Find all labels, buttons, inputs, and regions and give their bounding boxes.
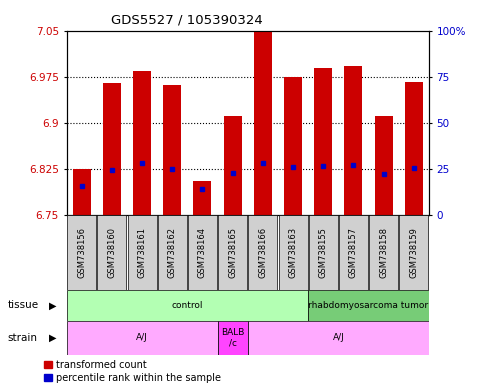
Bar: [375, 116, 392, 215]
Text: strain: strain: [7, 333, 37, 343]
FancyBboxPatch shape: [399, 215, 428, 290]
Text: GSM738156: GSM738156: [77, 227, 86, 278]
Text: tissue: tissue: [7, 300, 38, 310]
Bar: [254, 32, 272, 215]
Text: GSM738165: GSM738165: [228, 227, 237, 278]
FancyBboxPatch shape: [67, 321, 217, 355]
Text: control: control: [172, 301, 203, 310]
Text: GSM738166: GSM738166: [258, 227, 267, 278]
FancyBboxPatch shape: [218, 215, 247, 290]
Bar: [72, 169, 91, 215]
Text: GSM738163: GSM738163: [288, 227, 298, 278]
Text: rhabdomyosarcoma tumor: rhabdomyosarcoma tumor: [309, 301, 428, 310]
FancyBboxPatch shape: [308, 290, 429, 321]
FancyBboxPatch shape: [369, 215, 398, 290]
Text: ▶: ▶: [49, 300, 57, 310]
Bar: [163, 85, 181, 215]
FancyBboxPatch shape: [339, 215, 368, 290]
FancyBboxPatch shape: [97, 215, 126, 290]
Text: GSM738164: GSM738164: [198, 227, 207, 278]
Bar: [344, 66, 362, 215]
FancyBboxPatch shape: [158, 215, 187, 290]
Bar: [405, 82, 423, 215]
Text: ▶: ▶: [49, 333, 57, 343]
Text: A/J: A/J: [136, 333, 148, 343]
FancyBboxPatch shape: [279, 215, 308, 290]
Text: A/J: A/J: [332, 333, 344, 343]
Bar: [284, 77, 302, 215]
Text: GSM738155: GSM738155: [318, 227, 328, 278]
Bar: [103, 83, 121, 215]
Text: GSM738160: GSM738160: [107, 227, 116, 278]
Text: GSM738159: GSM738159: [409, 227, 419, 278]
Bar: [133, 71, 151, 215]
Text: GSM738162: GSM738162: [168, 227, 177, 278]
Text: GDS5527 / 105390324: GDS5527 / 105390324: [111, 13, 263, 26]
Text: GSM738161: GSM738161: [138, 227, 146, 278]
Bar: [314, 68, 332, 215]
Text: BALB
/c: BALB /c: [221, 328, 245, 348]
FancyBboxPatch shape: [67, 215, 96, 290]
FancyBboxPatch shape: [217, 321, 248, 355]
FancyBboxPatch shape: [67, 290, 308, 321]
FancyBboxPatch shape: [248, 215, 278, 290]
Text: GSM738158: GSM738158: [379, 227, 388, 278]
FancyBboxPatch shape: [128, 215, 157, 290]
FancyBboxPatch shape: [248, 321, 429, 355]
FancyBboxPatch shape: [188, 215, 217, 290]
FancyBboxPatch shape: [309, 215, 338, 290]
Bar: [223, 116, 242, 215]
Legend: transformed count, percentile rank within the sample: transformed count, percentile rank withi…: [44, 360, 221, 383]
Bar: [193, 181, 211, 215]
Text: GSM738157: GSM738157: [349, 227, 358, 278]
